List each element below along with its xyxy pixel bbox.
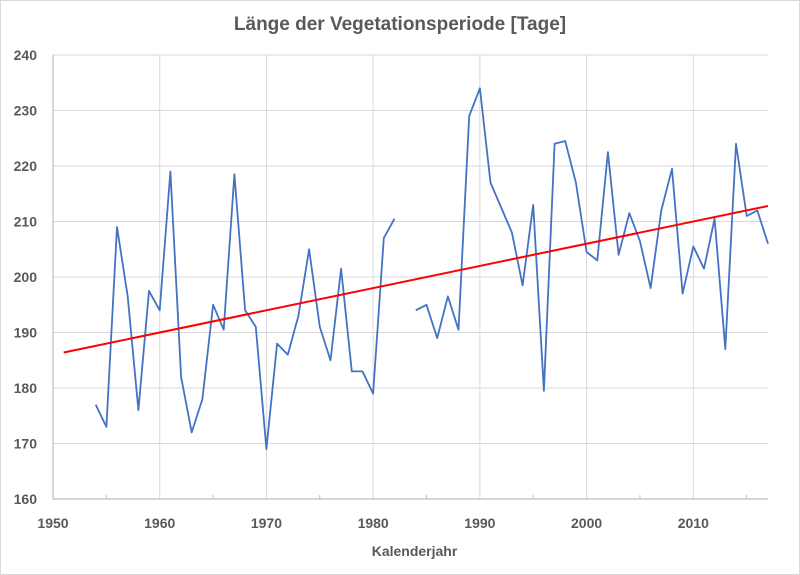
x-tick-label: 1980 <box>358 515 389 531</box>
y-tick-label: 230 <box>14 103 38 119</box>
gridlines <box>53 54 768 499</box>
x-tick-label: 1990 <box>464 515 495 531</box>
trend-line <box>63 205 769 354</box>
series-line-segment <box>415 87 769 392</box>
axes <box>52 55 768 500</box>
tick-labels: 160 170 180 190 200 210 220 230 240 1950 1960 1970 1… <box>14 47 709 531</box>
x-tick-label: 1950 <box>37 515 68 531</box>
series-line-segment <box>94 170 396 451</box>
data-series <box>94 87 769 451</box>
y-tick-label: 170 <box>14 436 38 452</box>
chart-title: Länge der Vegetationsperiode [Tage] <box>233 14 567 35</box>
x-tick-label: 1970 <box>251 515 282 531</box>
x-tick-label: 2000 <box>571 515 602 531</box>
y-tick-label: 240 <box>14 47 38 63</box>
x-axis-title: Kalenderjahr <box>372 543 458 559</box>
x-tick-label: 1960 <box>144 515 175 531</box>
x-tick-label: 2010 <box>678 515 709 531</box>
y-tick-label: 190 <box>14 325 38 341</box>
series-layer <box>63 87 769 451</box>
y-tick-label: 220 <box>14 158 38 174</box>
y-tick-label: 210 <box>14 214 38 230</box>
y-tick-label: 180 <box>14 380 38 396</box>
trend-series <box>63 205 769 354</box>
y-tick-label: 160 <box>14 491 38 507</box>
y-tick-label: 200 <box>14 269 38 285</box>
